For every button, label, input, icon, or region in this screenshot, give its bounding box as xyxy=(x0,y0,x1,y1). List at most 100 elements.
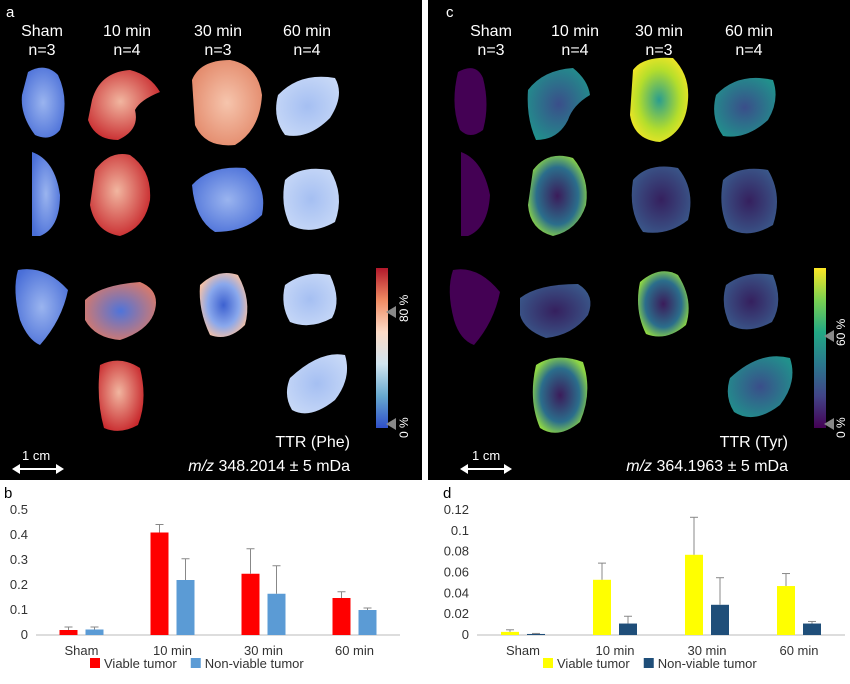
tissue-images-a xyxy=(15,60,348,431)
colorbar-marker-low xyxy=(824,418,834,430)
colorbar-marker-high xyxy=(824,330,834,342)
bar xyxy=(150,532,169,635)
tissue-30min-2 xyxy=(192,167,264,232)
tissue-sham-2 xyxy=(461,152,490,236)
tissue-30min-3 xyxy=(199,272,248,338)
tissue-10min-4 xyxy=(98,360,144,431)
bar xyxy=(267,593,286,635)
chart-d-svg: d 0 0.02 0.04 0.06 0.08 0.1 0.12 Sham 10 min 30 mi… xyxy=(443,485,845,671)
x-tick-label: 10 min xyxy=(595,643,634,658)
tissue-10min-2 xyxy=(528,155,587,236)
column-name: Sham xyxy=(21,23,63,40)
y-tick-label: 0.06 xyxy=(444,565,469,580)
x-tick-label: Sham xyxy=(506,643,540,658)
column-header-30min: 30 min n=3 xyxy=(183,22,253,60)
legend-entry: Non-viable tumor xyxy=(205,656,305,671)
tissue-10min-1 xyxy=(88,70,160,140)
column-name: 30 min xyxy=(634,23,684,40)
column-name: Sham xyxy=(470,23,512,40)
tissue-10min-2 xyxy=(90,154,151,236)
bar xyxy=(593,579,611,635)
tissue-60min-4 xyxy=(286,354,348,414)
bar xyxy=(59,630,78,635)
legend-swatch xyxy=(190,658,201,668)
column-header-60min: 60 min n=4 xyxy=(272,22,342,60)
tissue-10min-3 xyxy=(520,284,591,338)
y-tick-label: 0 xyxy=(462,627,469,642)
tissue-sham-1 xyxy=(454,68,487,135)
colorbar-tick-high: 80 % xyxy=(397,294,411,322)
mz-label: m/z 364.1963 ± 5 mDa xyxy=(578,458,788,476)
mz-prefix: m/z xyxy=(626,458,653,475)
x-tick-label: 10 min xyxy=(153,643,192,658)
tissue-60min-1 xyxy=(276,76,339,136)
chart-d: d 0 0.02 0.04 0.06 0.08 0.1 0.12 Sham 10 min 30 mi… xyxy=(425,480,850,684)
tissue-sham-3 xyxy=(15,269,68,345)
scale-bar-arrow xyxy=(460,464,512,474)
tissue-sham-3 xyxy=(449,269,500,345)
bar xyxy=(711,604,729,635)
legend-swatch xyxy=(543,658,553,668)
chart-b-svg: b 0 0.1 0.2 0.3 0.4 0.5 Sham 10 min 30 min 60 min V… xyxy=(4,485,400,671)
y-tick-label: 0 xyxy=(21,627,28,642)
column-header-sham: Sham n=3 xyxy=(7,22,77,60)
column-n: n=4 xyxy=(113,42,141,59)
column-name: 60 min xyxy=(282,23,332,40)
column-header-10min: 10 min n=4 xyxy=(540,22,610,60)
panel-a-label: a xyxy=(6,4,15,21)
legend-swatch xyxy=(643,658,654,668)
legend-entry: Non-viable tumor xyxy=(658,656,758,671)
bar xyxy=(176,580,195,635)
y-tick-label: 0.04 xyxy=(444,585,469,600)
column-name: 10 min xyxy=(102,23,152,40)
mz-value: 364.1963 ± 5 mDa xyxy=(656,458,788,475)
x-tick-label: 30 min xyxy=(687,643,726,658)
x-tick-label: 60 min xyxy=(779,643,818,658)
colorbar-tick-low: 0 % xyxy=(397,417,411,438)
tissue-60min-2 xyxy=(283,168,339,230)
tissue-images-c xyxy=(449,57,793,433)
colorbar-tick-high: 60 % xyxy=(834,318,848,346)
y-tick-label: 0.1 xyxy=(10,602,28,617)
tissue-60min-2 xyxy=(721,168,777,234)
colorbar-marker-high xyxy=(386,306,396,318)
column-n: n=3 xyxy=(204,42,232,59)
x-tick-label: 60 min xyxy=(335,643,374,658)
mz-label: m/z 348.2014 ± 5 mDa xyxy=(140,458,350,476)
bar xyxy=(332,598,351,635)
tissue-10min-4 xyxy=(532,357,588,433)
legend-entry: Viable tumor xyxy=(557,656,630,671)
y-tick-label: 0.1 xyxy=(451,523,469,538)
y-tick-label: 0.08 xyxy=(444,544,469,559)
tissue-30min-1 xyxy=(192,60,262,146)
bar xyxy=(501,631,519,635)
bar xyxy=(241,573,260,635)
scale-bar-arrow xyxy=(12,464,64,474)
bar xyxy=(777,586,795,635)
column-n: n=4 xyxy=(561,42,589,59)
column-n: n=4 xyxy=(293,42,321,59)
colorbar-tick-low: 0 % xyxy=(834,417,848,438)
tissue-30min-1 xyxy=(630,57,689,142)
column-header-sham: Sham n=3 xyxy=(456,22,526,60)
panel-c-label: c xyxy=(446,4,454,21)
scale-bar-label: 1 cm xyxy=(472,448,501,463)
mz-prefix: m/z xyxy=(188,458,215,475)
tissue-60min-3 xyxy=(283,273,337,326)
y-tick-label: 0.02 xyxy=(444,606,469,621)
y-tick-label: 0.4 xyxy=(10,527,28,542)
bar xyxy=(685,554,703,635)
panel-label-d: d xyxy=(443,485,451,502)
y-tick-label: 0.3 xyxy=(10,552,28,567)
column-header-10min: 10 min n=4 xyxy=(92,22,162,60)
y-tick-label: 0.2 xyxy=(10,577,28,592)
tissue-30min-2 xyxy=(631,166,691,233)
y-tick-label: 0.12 xyxy=(444,502,469,517)
tissue-sham-2 xyxy=(32,152,60,236)
bar xyxy=(85,629,104,635)
panel-c-image: c Sham n=3 10 min n=4 30 min n=3 60 min … xyxy=(428,0,850,480)
chart-b: b 0 0.1 0.2 0.3 0.4 0.5 Sham 10 min 30 min 60 min V… xyxy=(0,480,425,684)
column-name: 60 min xyxy=(724,23,774,40)
tissue-30min-3 xyxy=(638,271,689,337)
tissue-60min-4 xyxy=(727,356,793,418)
